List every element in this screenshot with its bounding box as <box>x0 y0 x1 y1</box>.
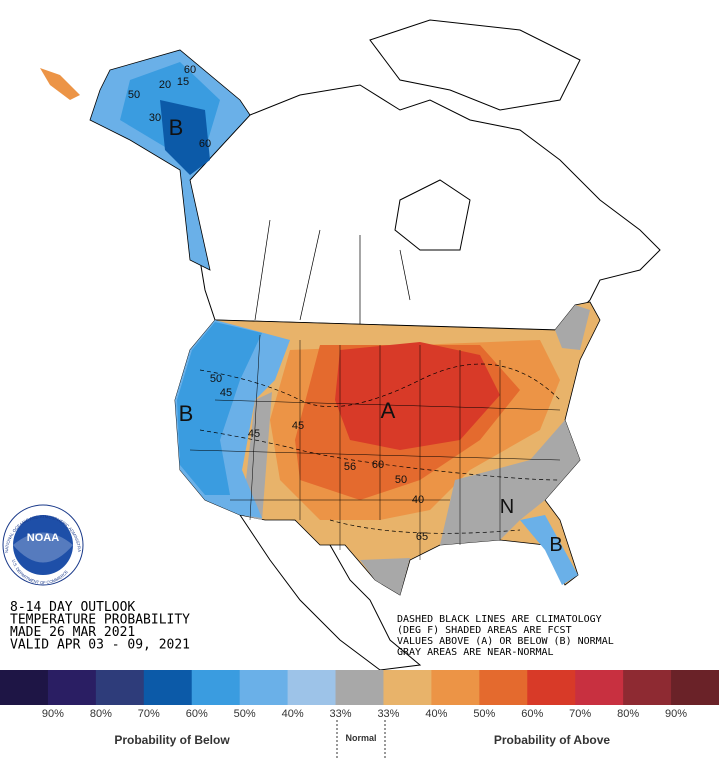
hudson-bay <box>394 179 471 251</box>
legend-swatch <box>287 670 337 705</box>
info-line: 8-14 DAY OUTLOOK <box>10 600 135 615</box>
contour-label: 65 <box>416 531 428 543</box>
logo-bird <box>13 532 73 563</box>
alaska-below-core <box>160 100 210 175</box>
logo-ring-top: NATIONAL OCEANIC AND ATMOSPHERIC ADMINIS… <box>0 0 82 553</box>
legend-above-title: Probability of Above <box>494 733 611 747</box>
contour-label: 45 <box>248 428 260 440</box>
legend-swatch <box>0 670 49 705</box>
state-lines <box>189 334 561 560</box>
legend-below-title: Probability of Below <box>114 733 230 747</box>
contour-label: 60 <box>199 138 211 150</box>
contour-label: 56 <box>344 461 356 473</box>
climatology-contours <box>199 363 561 534</box>
below-florida <box>520 515 578 585</box>
info-line: VALID APR 03 - 09, 2021 <box>10 638 190 653</box>
region-label: A <box>381 398 396 423</box>
legend-label: 60% <box>521 708 543 720</box>
legend-label: 80% <box>617 708 639 720</box>
near-normal-se <box>440 420 580 545</box>
near-normal-ne <box>555 305 590 350</box>
legend-swatch <box>239 670 289 705</box>
province-lines <box>254 219 411 330</box>
alaska <box>40 49 251 271</box>
legend-swatch <box>143 670 193 705</box>
region-label: B <box>549 534 562 556</box>
notes-block: DASHED BLACK LINES ARE CLIMATOLOGY(DEG F… <box>397 614 614 658</box>
contour-label: 20 <box>159 79 171 91</box>
legend-label: 90% <box>42 708 64 720</box>
legend-swatch <box>575 670 624 705</box>
legend-normal-title: Normal <box>345 733 376 743</box>
legend-swatch <box>335 670 384 705</box>
legend-swatch <box>479 670 528 705</box>
map-labels: B B A N B 60 20 15 50 30 60 50 45 45 45 56 60 50 40 65 <box>128 64 563 556</box>
aleutians <box>40 68 80 100</box>
contour-label: 45 <box>292 420 304 432</box>
info-line: TEMPERATURE PROBABILITY <box>10 613 190 628</box>
legend-swatch <box>527 670 576 705</box>
legend-label: 50% <box>234 708 256 720</box>
note-line: (DEG F) SHADED AREAS ARE FCST <box>397 625 572 636</box>
conus <box>174 301 601 596</box>
legend-swatch <box>95 670 145 705</box>
contour-label: 40 <box>412 494 424 506</box>
contour-label: 50 <box>395 474 407 486</box>
legend-swatch <box>623 670 672 705</box>
legend-label: 70% <box>569 708 591 720</box>
contour-label: 60 <box>184 64 196 76</box>
contour-label: 50 <box>128 89 140 101</box>
note-line: VALUES ABOVE (A) OR BELOW (B) NORMAL <box>397 636 614 647</box>
contour-label: 30 <box>149 112 161 124</box>
legend-swatch <box>431 670 480 705</box>
legend-label: 70% <box>138 708 160 720</box>
contour-label: 45 <box>220 387 232 399</box>
legend-label: 33% <box>377 708 399 720</box>
legend-label: 60% <box>186 708 208 720</box>
legend-label: 33% <box>330 708 352 720</box>
near-normal-tx <box>360 558 410 595</box>
info-line: MADE 26 MAR 2021 <box>10 625 135 640</box>
legend-swatch <box>191 670 241 705</box>
legend-label: 40% <box>282 708 304 720</box>
below-west-strong <box>177 322 262 495</box>
note-line: DASHED BLACK LINES ARE CLIMATOLOGY <box>397 614 602 625</box>
basemap <box>189 19 661 671</box>
legend-swatch <box>47 670 97 705</box>
above-70 <box>335 342 500 450</box>
legend-label: 80% <box>90 708 112 720</box>
legend: 90% 80% 70% 60% 50% 40% 33% 33% 40% 50% 60% 70% 80% 9… <box>0 670 719 720</box>
region-label: B <box>169 115 184 140</box>
legend-label: 40% <box>425 708 447 720</box>
logo-disc <box>13 515 73 575</box>
contour-label: 60 <box>372 459 384 471</box>
contour-label: 15 <box>177 76 189 88</box>
region-label: B <box>179 401 194 426</box>
legend-label: 50% <box>473 708 495 720</box>
legend-swatch <box>671 670 719 705</box>
region-label: N <box>500 496 514 518</box>
logo-name: NOAA <box>27 532 59 544</box>
arctic-islands <box>369 19 581 111</box>
legend-swatch <box>383 670 432 705</box>
legend-label: 90% <box>665 708 687 720</box>
note-line: GRAY AREAS ARE NEAR-NORMAL <box>397 647 554 658</box>
logo-ring-top-text: NATIONAL OCEANIC AND ATMOSPHERIC ADMINIS… <box>0 0 82 553</box>
contour-label: 50 <box>210 373 222 385</box>
